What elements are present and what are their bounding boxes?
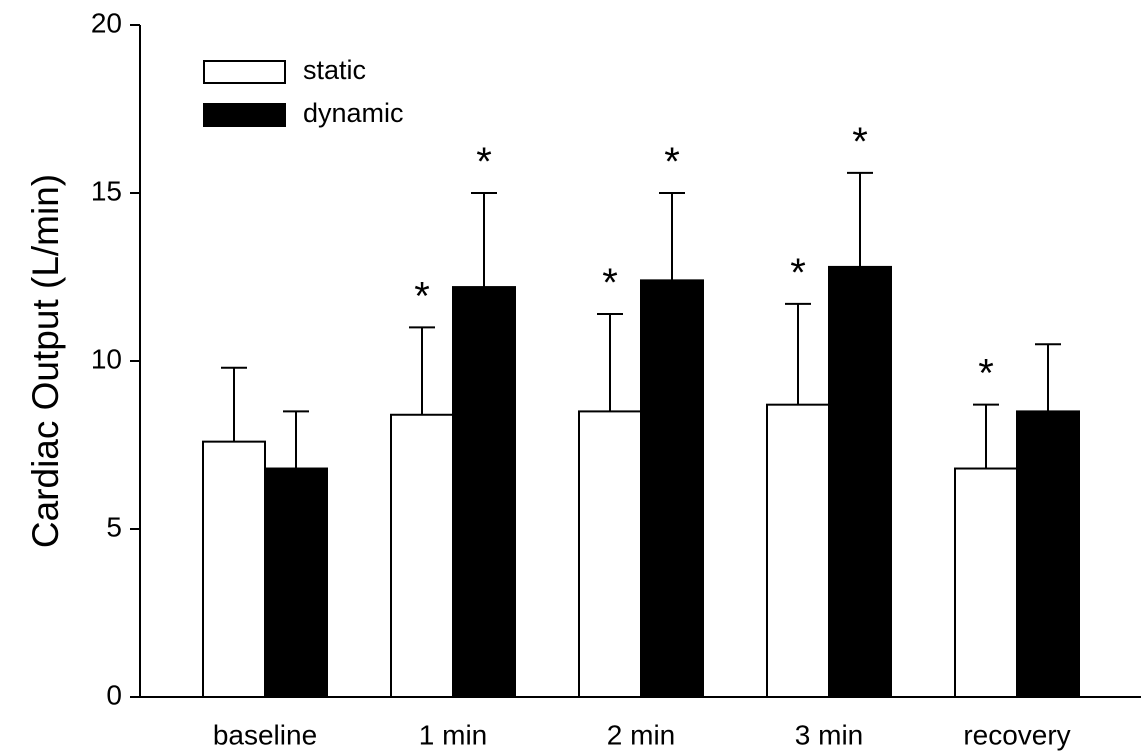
y-tick-label: 10 bbox=[91, 343, 122, 374]
bar bbox=[578, 410, 642, 698]
bar bbox=[390, 413, 454, 698]
legend-label: dynamic bbox=[303, 98, 404, 128]
significance-marker: * bbox=[664, 140, 680, 184]
x-tick-label: 3 min bbox=[795, 719, 863, 750]
legend-label: static bbox=[303, 55, 366, 85]
legend-swatch bbox=[203, 60, 286, 84]
bar bbox=[954, 467, 1018, 698]
x-tick-label: recovery bbox=[963, 719, 1070, 750]
y-axis-label: Cardiac Output (L/min) bbox=[25, 174, 66, 548]
bar bbox=[828, 265, 892, 698]
significance-marker: * bbox=[414, 274, 430, 318]
legend-swatch bbox=[203, 103, 286, 127]
significance-marker: * bbox=[602, 261, 618, 305]
bar bbox=[766, 403, 830, 698]
bar bbox=[264, 467, 328, 698]
significance-marker: * bbox=[790, 251, 806, 295]
x-tick-label: 1 min bbox=[419, 719, 487, 750]
significance-marker: * bbox=[978, 352, 994, 396]
bar bbox=[640, 279, 704, 698]
significance-marker: * bbox=[852, 120, 868, 164]
y-tick-label: 15 bbox=[91, 175, 122, 206]
bar bbox=[1016, 410, 1080, 698]
x-tick-label: 2 min bbox=[607, 719, 675, 750]
bar bbox=[202, 440, 266, 699]
significance-marker: * bbox=[476, 140, 492, 184]
y-tick-label: 0 bbox=[106, 679, 122, 710]
x-tick-label: baseline bbox=[213, 719, 317, 750]
y-tick-label: 5 bbox=[106, 511, 122, 542]
bar bbox=[452, 286, 516, 698]
y-tick-label: 20 bbox=[91, 7, 122, 38]
